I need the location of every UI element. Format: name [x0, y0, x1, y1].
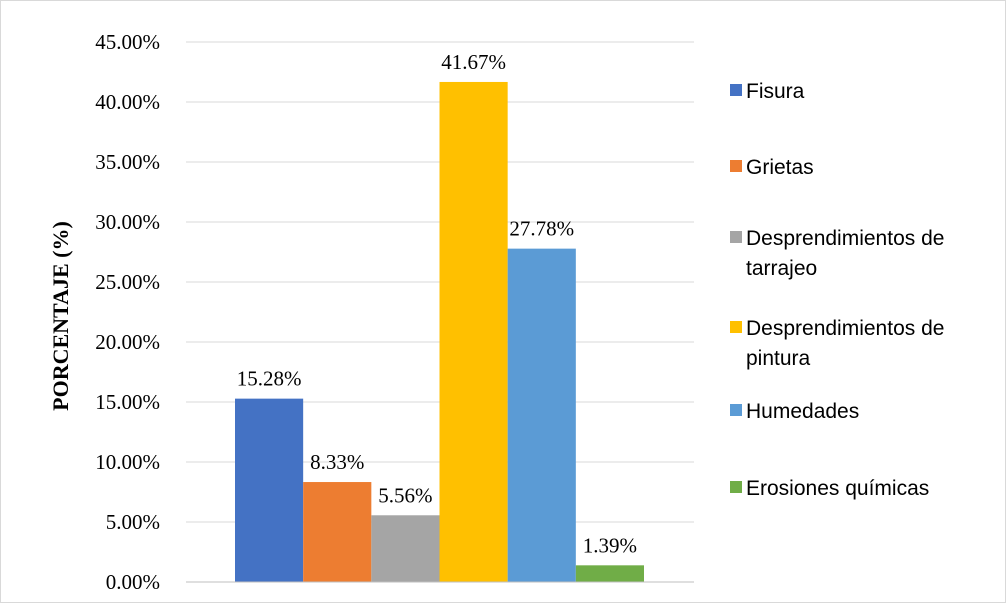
- legend-swatch: [730, 321, 742, 333]
- y-tick-label: 15.00%: [95, 390, 160, 414]
- y-tick-label: 10.00%: [95, 450, 160, 474]
- bar-data-label: 8.33%: [310, 450, 364, 474]
- legend-swatch: [730, 404, 742, 416]
- y-tick-label: 20.00%: [95, 330, 160, 354]
- legend-label: Fisura: [746, 80, 805, 103]
- legend-label: Grietas: [746, 156, 814, 179]
- bar: [507, 248, 576, 582]
- y-tick-label: 25.00%: [95, 270, 160, 294]
- bar-data-label: 15.28%: [237, 367, 302, 391]
- legend-label: Erosiones químicas: [746, 477, 929, 500]
- y-tick-label: 5.00%: [106, 510, 160, 534]
- bar-data-label: 5.56%: [378, 483, 432, 507]
- legend-swatch: [730, 160, 742, 172]
- data-labels: 15.28% 8.33% 5.56% 41.67% 27.78% 1.39%: [237, 50, 637, 557]
- gridlines: [186, 41, 694, 523]
- bar-data-label: 1.39%: [583, 533, 637, 557]
- bar: [575, 565, 644, 582]
- legend-swatch: [730, 84, 742, 96]
- y-tick-label: 35.00%: [95, 150, 160, 174]
- bar-data-label: 41.67%: [441, 50, 506, 74]
- legend: Fisura Grietas Desprendimientos de tarrajeo…: [730, 80, 944, 500]
- bar: [303, 482, 372, 582]
- y-tick-label: 0.00%: [106, 570, 160, 594]
- bar: [439, 81, 508, 583]
- bars: [235, 81, 644, 583]
- bar: [235, 398, 304, 582]
- bar-data-label: 27.78%: [509, 217, 574, 241]
- legend-label: Humedades: [746, 400, 859, 423]
- legend-swatch: [730, 481, 742, 493]
- y-axis-ticks: 0.00% 5.00% 10.00% 15.00% 20.00% 25.00% 30.00%…: [95, 30, 160, 594]
- legend-swatch: [730, 231, 742, 243]
- legend-label: Desprendimientos de pintura: [746, 317, 944, 370]
- y-tick-label: 40.00%: [95, 90, 160, 114]
- y-tick-label: 45.00%: [95, 30, 160, 54]
- y-axis-title: PORCENTAJE (%): [48, 221, 73, 411]
- bar: [371, 515, 440, 582]
- legend-label: Desprendimientos de tarrajeo: [746, 227, 944, 280]
- y-tick-label: 30.00%: [95, 210, 160, 234]
